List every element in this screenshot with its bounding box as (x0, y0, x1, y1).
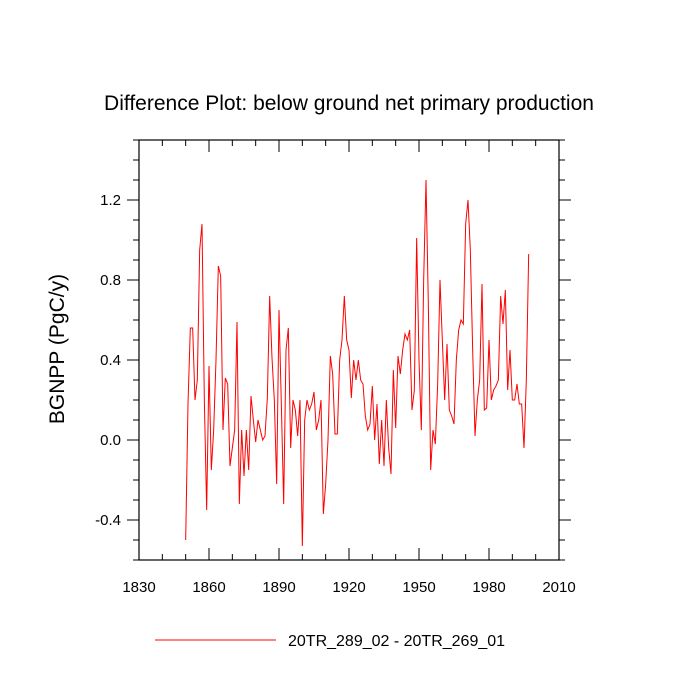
y-tick-label: 0.8 (100, 272, 121, 289)
y-tick-label: 1.2 (100, 192, 121, 209)
x-tick-label: 1950 (402, 579, 435, 596)
x-tick-label: 1890 (262, 579, 295, 596)
x-tick-label: 2010 (542, 579, 575, 596)
legend: 20TR_289_02 - 20TR_269_01 (155, 633, 505, 650)
chart-title: Difference Plot: below ground net primar… (104, 92, 594, 115)
y-tick-label: 0.0 (100, 432, 121, 449)
series-line (185, 179, 530, 547)
plot-frame (138, 139, 560, 561)
axis-tick-labels: 1830 1860 1890 1920 1950 1980 2010 -0.4 0.0 0.4 0.… (95, 192, 576, 596)
plot-area (185, 179, 530, 547)
x-tick-label: 1830 (122, 579, 155, 596)
y-axis-label: BGNPP (PgC/y) (46, 274, 69, 424)
x-tick-label: 1980 (472, 579, 505, 596)
x-tick-label: 1860 (192, 579, 225, 596)
legend-label: 20TR_289_02 - 20TR_269_01 (288, 633, 505, 650)
y-tick-label: 0.4 (100, 352, 121, 369)
y-tick-label: -0.4 (95, 512, 121, 529)
x-tick-label: 1920 (332, 579, 365, 596)
